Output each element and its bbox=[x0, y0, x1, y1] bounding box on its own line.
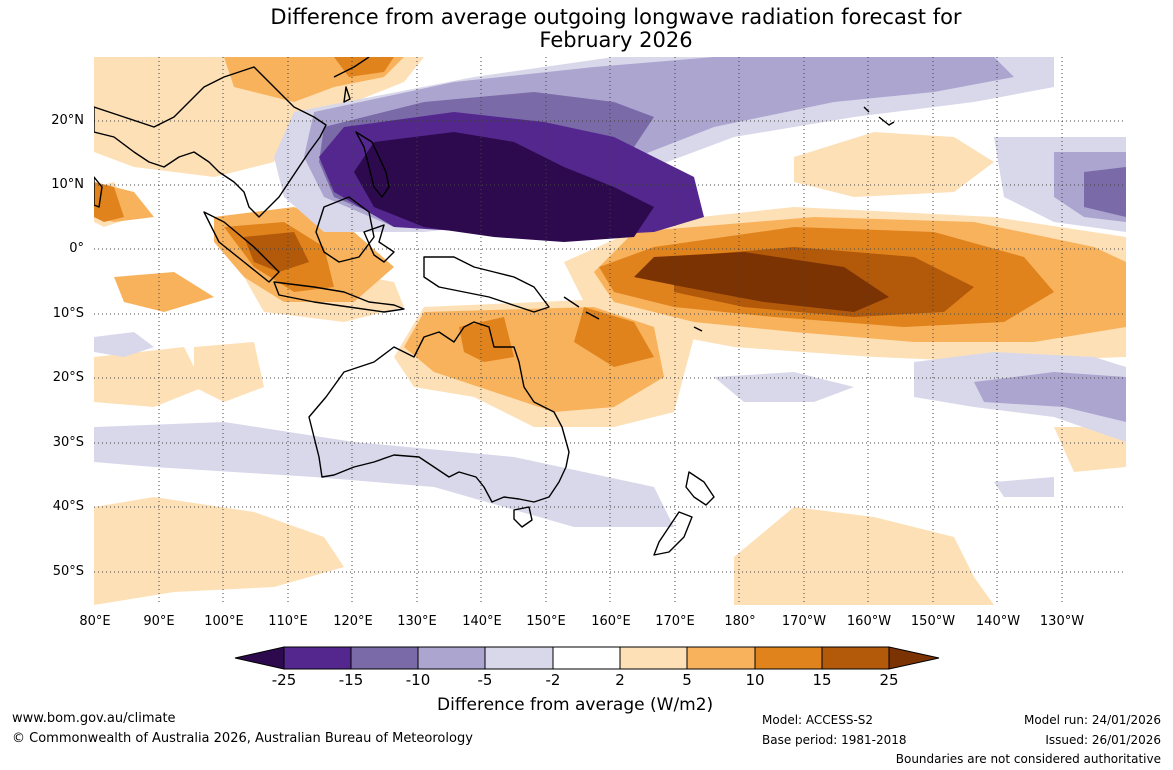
colorbar-swatch-minus10-to-minus5 bbox=[417, 646, 486, 670]
lon-label-150w: 150°W bbox=[910, 614, 956, 629]
lon-label-80e: 80°E bbox=[79, 614, 111, 629]
coastline-borneo bbox=[315, 196, 375, 263]
coastline-asia bbox=[94, 66, 327, 218]
footer-base-period: Base period: 1981-2018 bbox=[762, 733, 907, 747]
footer-disclaimer: Boundaries are not considered authoritat… bbox=[895, 752, 1161, 766]
coastline-taiwan bbox=[343, 86, 351, 103]
lat-label-0: 0° bbox=[69, 241, 84, 256]
lon-label-110e: 110°E bbox=[268, 614, 308, 629]
coastline-sumatra bbox=[203, 211, 280, 283]
lat-label-20s: 20°S bbox=[52, 370, 84, 385]
graticule bbox=[94, 57, 1126, 605]
lon-label-160w: 160°W bbox=[846, 614, 892, 629]
coastline-solomon bbox=[563, 296, 600, 320]
footer-model-run: Model run: 24/01/2026 bbox=[1023, 713, 1161, 727]
coastline-java bbox=[273, 281, 405, 313]
lat-label-30s: 30°S bbox=[52, 435, 84, 450]
colorbar-tick: 15 bbox=[812, 671, 832, 689]
lat-label-10s: 10°S bbox=[52, 306, 84, 321]
footer-issued: Issued: 26/01/2026 bbox=[1045, 733, 1161, 747]
colorbar-swatch-minus2-to-2 bbox=[552, 646, 621, 670]
lon-label-130e: 130°E bbox=[397, 614, 437, 629]
colorbar-tick: -25 bbox=[271, 671, 297, 689]
lat-label-50s: 50°S bbox=[52, 564, 84, 579]
lon-label-140e: 140°E bbox=[462, 614, 502, 629]
colorbar-swatch-lt-minus25 bbox=[234, 646, 285, 670]
footer-model: Model: ACCESS-S2 bbox=[762, 713, 874, 727]
lon-label-130w: 130°W bbox=[1039, 614, 1085, 629]
lat-label-40s: 40°S bbox=[52, 499, 84, 514]
coastline-new-zealand bbox=[685, 471, 715, 506]
olr-anomaly-map bbox=[94, 57, 1126, 605]
colorbar-label: Difference from average (W/m2) bbox=[437, 695, 714, 715]
coastline-hawaii bbox=[863, 106, 895, 126]
lon-label-180: 180° bbox=[724, 614, 756, 629]
coastline-sulawesi bbox=[363, 224, 395, 263]
colorbar-swatch-gt-25 bbox=[888, 646, 940, 670]
colorbar-swatch-5-to-10 bbox=[686, 646, 756, 670]
colorbar-tick: 2 bbox=[615, 671, 625, 689]
colorbar-swatch-15-to-25 bbox=[821, 646, 890, 670]
footer-copyright: © Commonwealth of Australia 2026, Austra… bbox=[12, 731, 473, 746]
colorbar-swatch-10-to-15 bbox=[754, 646, 823, 670]
coastlines bbox=[94, 57, 895, 556]
colorbar-swatch-minus25-to-minus15 bbox=[283, 646, 352, 670]
colorbar-swatch-minus15-to-minus10 bbox=[350, 646, 419, 670]
coastline-australia bbox=[308, 321, 570, 503]
lon-label-120e: 120°E bbox=[333, 614, 373, 629]
lon-label-150e: 150°E bbox=[526, 614, 566, 629]
coastline-fiji bbox=[693, 326, 703, 332]
lon-label-170w: 170°W bbox=[781, 614, 827, 629]
anomaly-layer-gt-25 bbox=[634, 252, 889, 312]
lon-label-140w: 140°W bbox=[975, 614, 1021, 629]
coastline-new-guinea bbox=[423, 256, 550, 313]
colorbar-swatch-minus5-to-minus2 bbox=[484, 646, 554, 670]
lon-label-160e: 160°E bbox=[591, 614, 631, 629]
coastline-japan bbox=[333, 57, 370, 78]
colorbar-tick: 25 bbox=[879, 671, 899, 689]
colorbar-tick: 10 bbox=[745, 671, 765, 689]
chart-title-line-1: Difference from average outgoing longwav… bbox=[270, 5, 962, 29]
lon-label-170e: 170°E bbox=[655, 614, 695, 629]
colorbar-legend bbox=[234, 646, 940, 670]
coastline-new-zealand-south bbox=[653, 511, 693, 556]
colorbar-tick: 5 bbox=[682, 671, 692, 689]
lon-label-90e: 90°E bbox=[143, 614, 175, 629]
colorbar-tick: -10 bbox=[405, 671, 431, 689]
colorbar-tick: -5 bbox=[477, 671, 493, 689]
chart-title-line-2: February 2026 bbox=[539, 28, 693, 52]
colorbar-tick: -15 bbox=[338, 671, 364, 689]
coastline-sri-lanka bbox=[94, 176, 103, 208]
lon-label-100e: 100°E bbox=[204, 614, 244, 629]
lat-label-10n: 10°N bbox=[51, 177, 84, 192]
lat-label-20n: 20°N bbox=[51, 113, 84, 128]
coastline-tasmania bbox=[513, 506, 533, 528]
anomaly-layer-lt-minus25 bbox=[354, 132, 654, 242]
footer-website: www.bom.gov.au/climate bbox=[12, 711, 176, 726]
colorbar-tick: -2 bbox=[545, 671, 561, 689]
coastline-philippines bbox=[355, 131, 390, 198]
colorbar-swatch-2-to-5 bbox=[619, 646, 688, 670]
